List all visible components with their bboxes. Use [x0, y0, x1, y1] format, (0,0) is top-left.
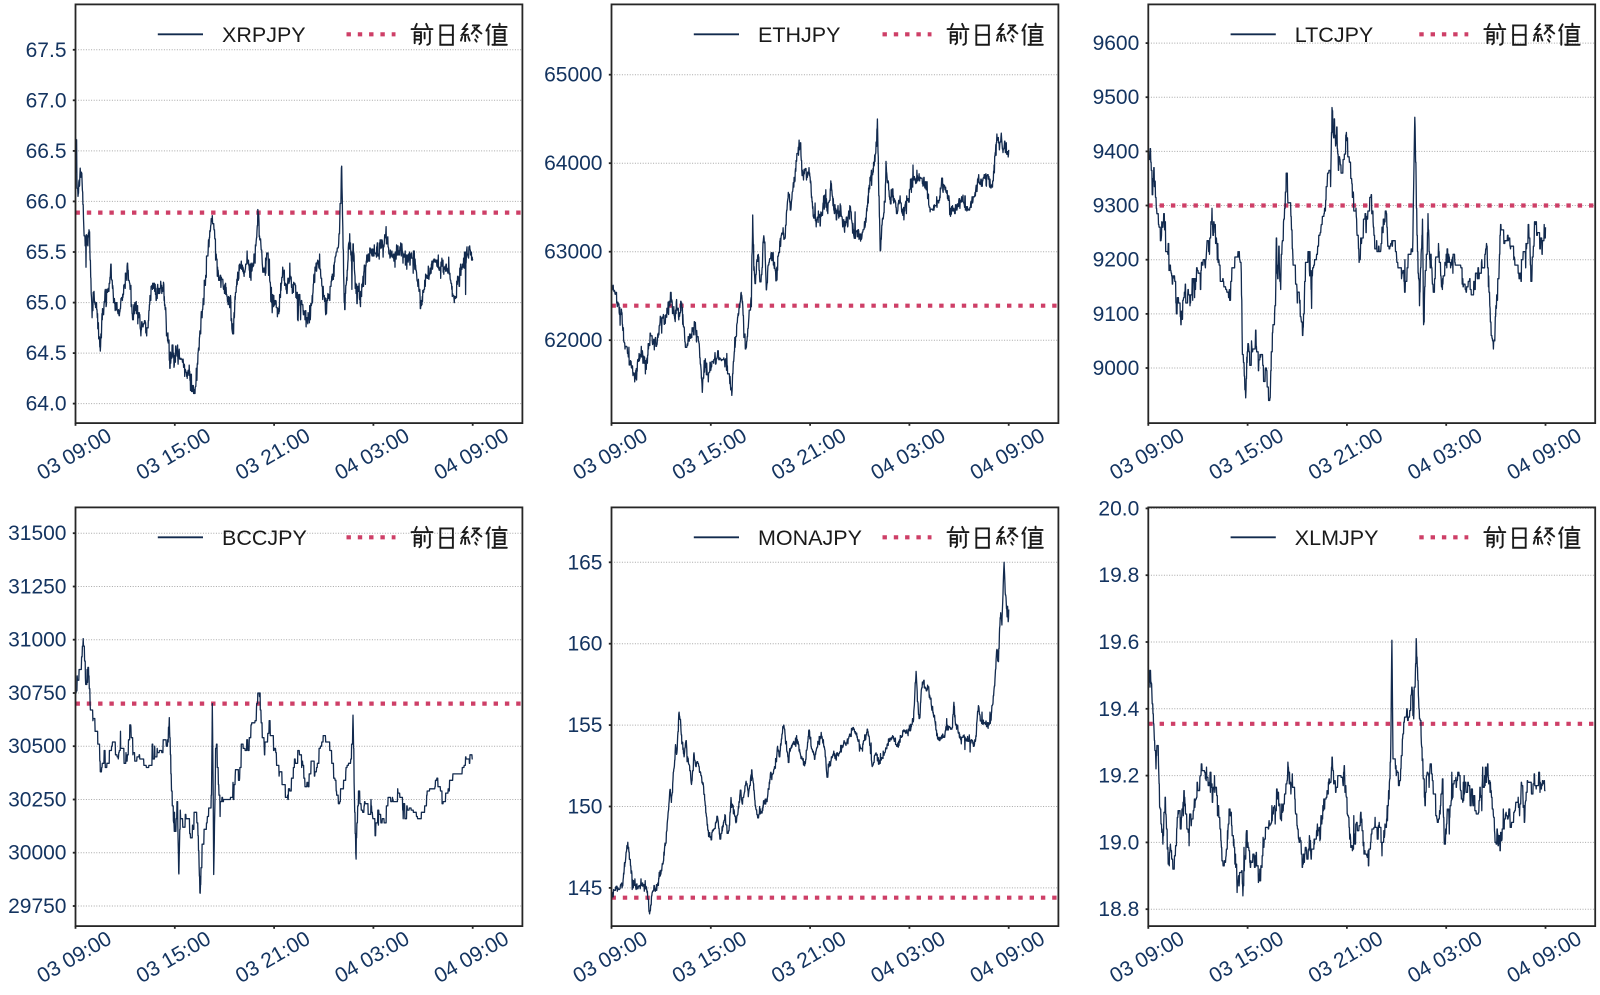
- svg-text:150: 150: [567, 796, 602, 819]
- svg-text:65.5: 65.5: [26, 241, 67, 264]
- svg-text:155: 155: [567, 714, 602, 737]
- svg-text:66.5: 66.5: [26, 140, 67, 163]
- svg-text:67.5: 67.5: [26, 39, 67, 62]
- svg-text:64000: 64000: [544, 152, 602, 175]
- svg-text:19.2: 19.2: [1098, 765, 1139, 788]
- svg-text:66.0: 66.0: [26, 190, 67, 213]
- svg-text:BCCJPY: BCCJPY: [222, 526, 307, 550]
- svg-text:165: 165: [567, 551, 602, 574]
- svg-text:20.0: 20.0: [1098, 497, 1139, 520]
- svg-text:145: 145: [567, 877, 602, 900]
- svg-text:64.0: 64.0: [26, 393, 67, 416]
- svg-text:62000: 62000: [544, 329, 602, 352]
- svg-text:9400: 9400: [1093, 140, 1140, 163]
- svg-text:67.0: 67.0: [26, 89, 67, 112]
- svg-text:30250: 30250: [8, 789, 66, 812]
- svg-text:31000: 31000: [8, 629, 66, 652]
- svg-text:30500: 30500: [8, 735, 66, 758]
- svg-text:9500: 9500: [1093, 86, 1140, 109]
- svg-text:9100: 9100: [1093, 303, 1140, 326]
- svg-text:XLMJPY: XLMJPY: [1295, 526, 1379, 550]
- svg-text:63000: 63000: [544, 241, 602, 264]
- svg-text:9600: 9600: [1093, 32, 1140, 55]
- svg-text:64.5: 64.5: [26, 342, 67, 365]
- svg-text:30000: 30000: [8, 842, 66, 865]
- svg-text:65.0: 65.0: [26, 292, 67, 315]
- svg-text:19.8: 19.8: [1098, 564, 1139, 587]
- svg-text:31500: 31500: [8, 522, 66, 545]
- svg-text:65000: 65000: [544, 64, 602, 87]
- svg-text:30750: 30750: [8, 682, 66, 705]
- svg-text:9300: 9300: [1093, 195, 1140, 218]
- svg-text:29750: 29750: [8, 895, 66, 918]
- svg-text:31250: 31250: [8, 576, 66, 599]
- svg-text:19.0: 19.0: [1098, 831, 1139, 854]
- svg-text:LTCJPY: LTCJPY: [1295, 23, 1373, 47]
- svg-text:9000: 9000: [1093, 357, 1140, 380]
- svg-text:160: 160: [567, 633, 602, 656]
- svg-text:XRPJPY: XRPJPY: [222, 23, 306, 47]
- svg-text:19.4: 19.4: [1098, 698, 1139, 721]
- svg-text:9200: 9200: [1093, 249, 1140, 272]
- svg-text:19.6: 19.6: [1098, 631, 1139, 654]
- svg-text:ETHJPY: ETHJPY: [758, 23, 840, 47]
- svg-text:MONAJPY: MONAJPY: [758, 526, 862, 550]
- svg-text:18.8: 18.8: [1098, 898, 1139, 921]
